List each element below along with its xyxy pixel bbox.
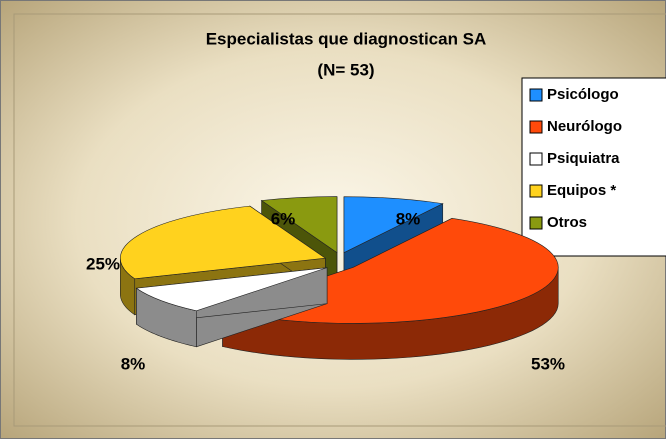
data-label: 8% xyxy=(121,354,146,373)
chart-subtitle: (N= 53) xyxy=(317,60,374,79)
legend-label: Psicólogo xyxy=(547,86,619,103)
data-label: 53% xyxy=(531,354,565,373)
slice xyxy=(135,267,328,348)
chart-title: Especialistas que diagnostican SA xyxy=(206,29,487,48)
slice-top xyxy=(120,205,327,280)
legend-swatch xyxy=(529,216,543,230)
legend-swatch xyxy=(529,184,543,198)
pie xyxy=(120,196,559,360)
legend-swatch xyxy=(529,152,543,166)
slice-top xyxy=(260,196,338,254)
data-label: 25% xyxy=(86,254,120,273)
legend-swatch xyxy=(529,120,543,134)
legend-swatch xyxy=(529,88,543,102)
legend-label: Psiquiatra xyxy=(547,150,620,167)
legend xyxy=(521,77,666,257)
plot-area xyxy=(13,13,666,427)
slice-top xyxy=(343,196,444,254)
data-label: 8% xyxy=(396,209,421,228)
legend-label: Otros xyxy=(547,214,587,231)
slice-top xyxy=(135,267,328,312)
legend-label: Neurólogo xyxy=(547,118,622,135)
data-label: 6% xyxy=(271,209,296,228)
legend-label: Equipos * xyxy=(547,182,616,199)
